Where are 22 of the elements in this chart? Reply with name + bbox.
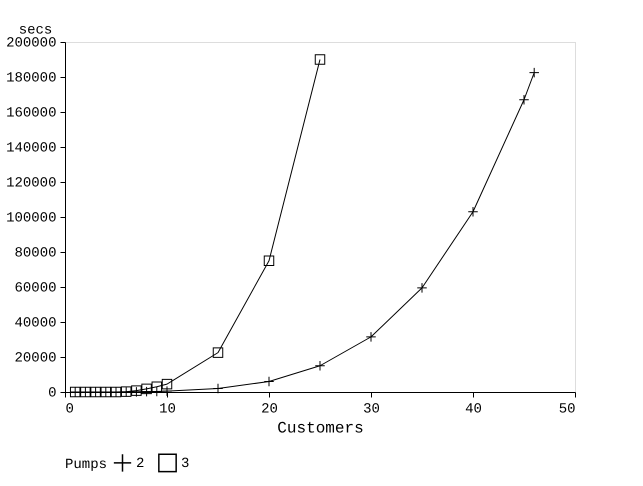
y-tick-label: 80000 xyxy=(14,246,56,262)
y-axis-title: secs xyxy=(18,22,52,38)
y-tick-label: 60000 xyxy=(14,280,56,296)
x-tick-label: 50 xyxy=(558,402,576,418)
y-tick-label: 140000 xyxy=(6,140,56,156)
y-tick-label: 120000 xyxy=(6,176,56,192)
x-tick-label: 30 xyxy=(363,402,380,418)
x-tick-label: 20 xyxy=(261,402,278,418)
y-tick-label: 200000 xyxy=(6,36,56,52)
y-tick-label: 20000 xyxy=(14,350,56,366)
y-tick-label: 0 xyxy=(48,386,56,402)
y-tick-label: 40000 xyxy=(14,316,56,332)
x-tick-label: 40 xyxy=(465,402,482,418)
x-axis-title: Customers xyxy=(277,420,364,438)
y-tick-label: 160000 xyxy=(6,106,56,122)
legend-label: 2 xyxy=(136,456,144,472)
legend-label: 3 xyxy=(181,456,190,472)
legend-title: Pumps xyxy=(65,457,108,473)
x-tick-label: 10 xyxy=(159,402,176,418)
x-tick-label: 0 xyxy=(66,402,74,418)
y-tick-label: 180000 xyxy=(6,70,56,86)
y-tick-label: 100000 xyxy=(6,210,56,226)
